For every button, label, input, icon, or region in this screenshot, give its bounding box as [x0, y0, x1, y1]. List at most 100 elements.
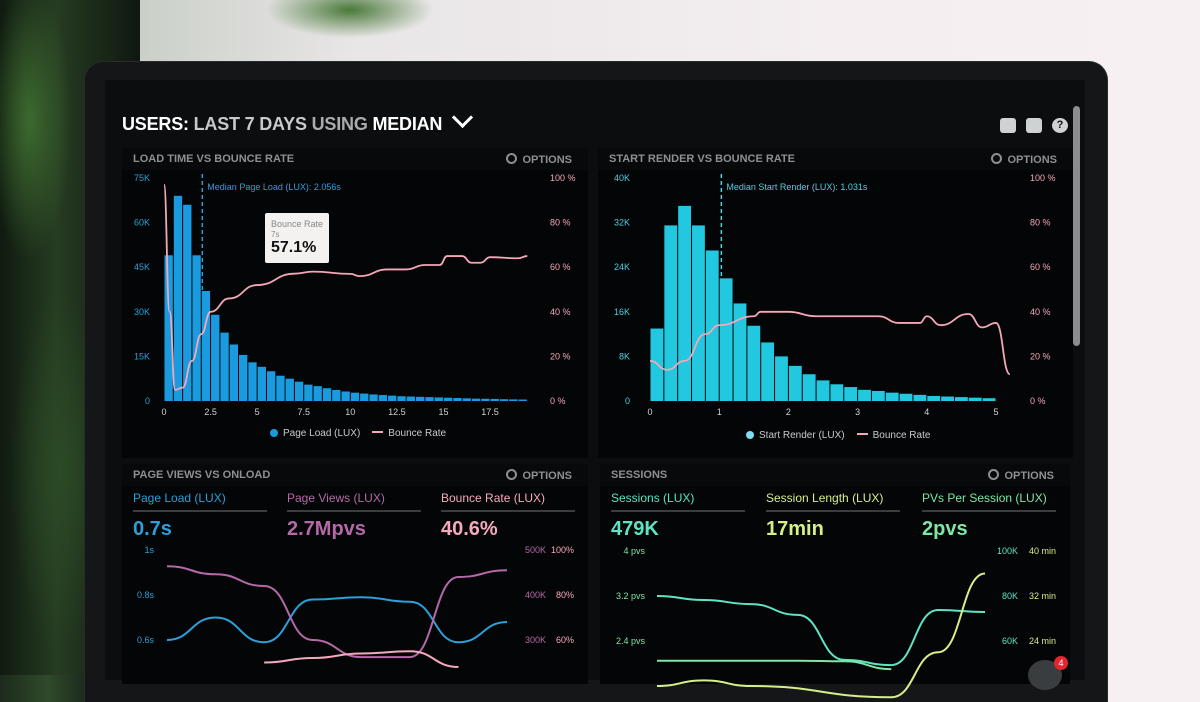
histogram-bar [322, 388, 332, 401]
histogram-bar [788, 365, 802, 401]
metric: Page Views (LUX) 2.7Mpvs [287, 491, 421, 541]
histogram-bar [332, 389, 341, 401]
histogram-bar [341, 391, 350, 401]
histogram-bar [747, 325, 761, 401]
panel-page-views: PAGE VIEWS VS ONLOAD OPTIONS Page Load (… [122, 464, 588, 684]
legend-dot [746, 431, 754, 439]
panel-load-time: LOAD TIME VS BOUNCE RATE OPTIONS Median … [122, 148, 588, 458]
histogram-bar [830, 384, 844, 401]
metric-value: 2.7Mpvs [287, 518, 366, 540]
y2-tick-label: 100 % [1030, 173, 1056, 183]
metric-label: Session Length (LUX) [766, 491, 900, 512]
histogram-bar [705, 250, 719, 401]
page-title[interactable]: USERS: LAST 7 DAYS USING MEDIAN [122, 106, 474, 135]
histogram-bar [844, 387, 858, 401]
histogram-bar [369, 394, 378, 401]
histogram-bar [692, 225, 705, 401]
tooltip: Bounce Rate 7s 57.1% [265, 213, 329, 263]
legend-dot [270, 429, 278, 437]
options-button[interactable]: OPTIONS [506, 469, 572, 482]
histogram-bar [164, 255, 173, 401]
histogram-bar [294, 381, 304, 401]
histogram-bar [954, 397, 968, 401]
histogram-bar [913, 394, 927, 401]
notification-badge: 4 [1054, 656, 1068, 670]
metric-label: Bounce Rate (LUX) [441, 491, 575, 512]
y-tick-label: 60K [134, 218, 150, 228]
background-leaf [150, 0, 490, 70]
monitor-icon[interactable] [1000, 118, 1016, 133]
options-label: OPTIONS [1004, 470, 1054, 482]
metric: Bounce Rate (LUX) 40.6% [441, 491, 575, 541]
panel-title: SESSIONS [611, 469, 668, 481]
metric: Sessions (LUX) 479K [611, 491, 745, 541]
header-actions: ? [1000, 118, 1068, 133]
legend-line [372, 431, 384, 433]
series-line [264, 650, 459, 668]
series-line [166, 596, 508, 644]
panel-header: SESSIONS OPTIONS [600, 464, 1070, 486]
histogram-bar [927, 395, 941, 401]
x-tick-label: 5 [993, 407, 998, 417]
histogram-bar [968, 397, 982, 401]
x-tick-label: 2 [786, 407, 791, 417]
y2-tick-label: 60 % [1030, 262, 1051, 272]
histogram-bar [378, 395, 388, 401]
y2-tick-label: 0 % [550, 396, 566, 406]
series-line [166, 565, 508, 659]
bounce-rate-line [649, 310, 1011, 376]
options-button[interactable]: OPTIONS [506, 153, 572, 166]
metric: Page Load (LUX) 0.7s [133, 491, 267, 541]
title-range: LAST 7 DAYS [193, 114, 307, 134]
options-button[interactable]: OPTIONS [988, 469, 1054, 482]
y-tick-label: 15K [134, 351, 150, 361]
histogram-bar [775, 356, 788, 401]
histogram-bar [434, 397, 443, 401]
title-using: USING [311, 114, 368, 134]
histogram-bar [499, 399, 509, 401]
chart-page-views: 0.6s 0.8s 1s 300K 400K 500K 60% 80% 100% [137, 545, 574, 668]
metric-value: 479K [611, 518, 659, 540]
options-button[interactable]: OPTIONS [991, 153, 1057, 166]
histogram-bar [388, 395, 397, 401]
x-tick-label: 2.5 [204, 407, 217, 417]
histogram-bar [462, 398, 471, 401]
histogram-bar [360, 393, 369, 401]
histogram-bar [239, 354, 248, 401]
y2-tick-label: 60 % [550, 262, 571, 272]
histogram-bar [425, 397, 434, 401]
histogram-bar [982, 398, 996, 401]
y-tick-label: 2.4 pvs [616, 636, 646, 646]
options-label: OPTIONS [522, 470, 572, 482]
panel-header: PAGE VIEWS VS ONLOAD OPTIONS [122, 464, 588, 486]
y-tick-label: 8K [619, 351, 630, 361]
x-tick-label: 3 [855, 407, 860, 417]
gear-icon [506, 153, 518, 164]
histogram-bar [509, 399, 518, 401]
histogram-bar [183, 204, 192, 401]
x-tick-label: 0 [161, 407, 166, 417]
share-icon[interactable] [1026, 118, 1042, 133]
median-label: Median Start Render (LUX): 1.031s [726, 182, 868, 192]
legend: Page Load (LUX) Bounce Rate [270, 428, 446, 439]
x-tick-label: 15 [438, 407, 448, 417]
histogram-bar [816, 380, 830, 401]
y3-tick-label: 100% [551, 545, 574, 555]
histogram-bar [664, 225, 678, 401]
panel-title: PAGE VIEWS VS ONLOAD [133, 469, 271, 481]
y2-tick-label: 100 % [550, 173, 576, 183]
chart-start-render: Median Start Render (LUX): 1.031s 0 8K 16K 2… [614, 173, 1056, 417]
scrollbar[interactable] [1073, 106, 1080, 346]
bounce-rate-line [163, 183, 528, 391]
options-label: OPTIONS [1007, 154, 1057, 166]
x-tick-label: 4 [924, 407, 929, 417]
histogram-bar [899, 393, 913, 401]
help-icon[interactable]: ? [1052, 118, 1068, 133]
panel-header: LOAD TIME VS BOUNCE RATE OPTIONS [122, 148, 588, 170]
histogram-bar [453, 398, 462, 401]
histogram-bar [941, 396, 954, 401]
y2-tick-label: 300K [525, 635, 546, 645]
histogram-bar [443, 397, 453, 401]
legend-label: Page Load (LUX) [283, 428, 361, 439]
histogram-bar [220, 332, 229, 401]
